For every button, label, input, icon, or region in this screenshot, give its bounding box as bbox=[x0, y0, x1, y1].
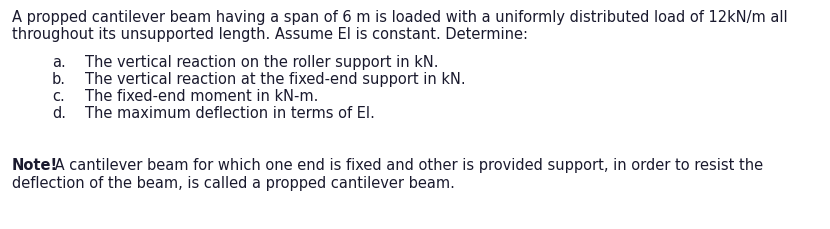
Text: deflection of the beam, is called a propped cantilever beam.: deflection of the beam, is called a prop… bbox=[12, 176, 455, 191]
Text: d.: d. bbox=[52, 106, 66, 121]
Text: Note!: Note! bbox=[12, 158, 58, 173]
Text: The fixed-end moment in kN-m.: The fixed-end moment in kN-m. bbox=[85, 89, 319, 104]
Text: The vertical reaction on the roller support in kN.: The vertical reaction on the roller supp… bbox=[85, 55, 438, 70]
Text: A propped cantilever beam having a span of 6 m is loaded with a uniformly distri: A propped cantilever beam having a span … bbox=[12, 10, 788, 25]
Text: throughout its unsupported length. Assume EI is constant. Determine:: throughout its unsupported length. Assum… bbox=[12, 27, 528, 42]
Text: a.: a. bbox=[52, 55, 66, 70]
Text: A cantilever beam for which one end is fixed and other is provided support, in o: A cantilever beam for which one end is f… bbox=[50, 158, 763, 173]
Text: The vertical reaction at the fixed-end support in kN.: The vertical reaction at the fixed-end s… bbox=[85, 72, 466, 87]
Text: The maximum deflection in terms of EI.: The maximum deflection in terms of EI. bbox=[85, 106, 375, 121]
Text: c.: c. bbox=[52, 89, 65, 104]
Text: b.: b. bbox=[52, 72, 66, 87]
